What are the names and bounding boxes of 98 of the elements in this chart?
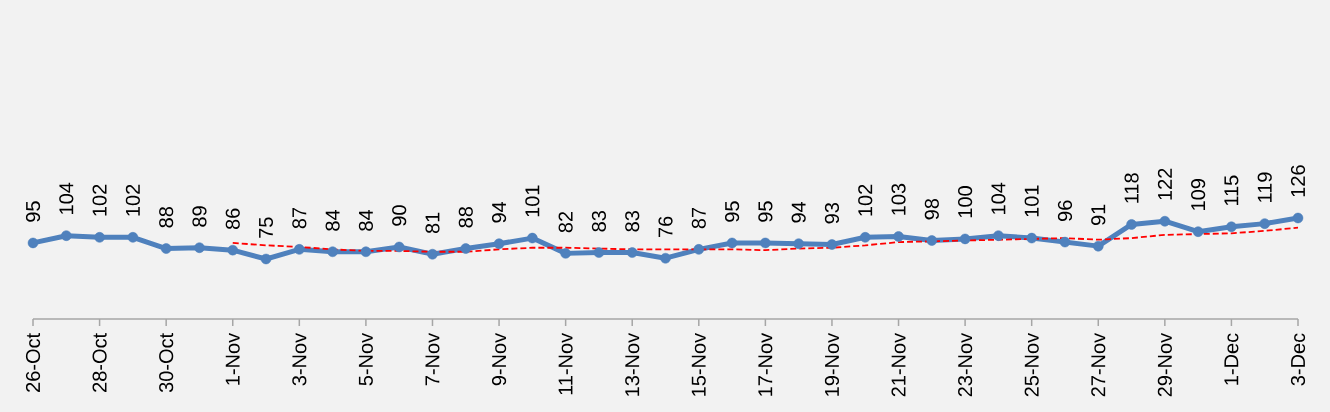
data-label: 91 bbox=[1091, 204, 1106, 225]
point bbox=[1292, 212, 1304, 224]
x-tick-label: 26-Oct bbox=[25, 333, 41, 392]
point bbox=[460, 243, 472, 254]
data-label: 95 bbox=[725, 201, 740, 222]
data-label: 86 bbox=[225, 208, 240, 230]
data-label: 115 bbox=[1224, 175, 1239, 206]
x-tick-label: 21-Nov bbox=[891, 332, 906, 397]
point bbox=[859, 232, 871, 243]
point bbox=[893, 231, 904, 242]
data-label: 104 bbox=[59, 182, 74, 214]
x-tick-label: 13-Nov bbox=[625, 332, 640, 396]
point bbox=[360, 246, 372, 258]
data-label: 103 bbox=[891, 183, 906, 215]
point bbox=[527, 232, 538, 244]
x-tick-label: 11-Nov bbox=[558, 332, 573, 395]
point bbox=[826, 239, 838, 250]
data-label: 118 bbox=[1124, 173, 1139, 203]
x-tick-label: 1-Dec bbox=[1224, 333, 1239, 385]
data-label: 122 bbox=[1157, 168, 1172, 200]
point bbox=[393, 241, 405, 253]
point bbox=[160, 243, 172, 254]
data-label: 84 bbox=[358, 209, 373, 231]
point bbox=[94, 232, 105, 243]
data-label: 102 bbox=[92, 184, 107, 216]
x-tick-label: 27-Nov bbox=[1091, 332, 1106, 397]
x-tick-label: 3-Dec bbox=[1290, 333, 1306, 386]
x-tick-label: 19-Nov bbox=[824, 332, 840, 396]
x-tick-label: 7-Nov bbox=[425, 332, 440, 386]
data-label: 76 bbox=[658, 216, 673, 237]
data-label: 101 bbox=[525, 185, 540, 217]
data-label: 90 bbox=[392, 205, 407, 226]
point bbox=[194, 242, 205, 253]
x-tick-label: 3-Nov bbox=[292, 332, 307, 386]
data-label: 87 bbox=[292, 207, 307, 229]
point bbox=[227, 244, 238, 256]
data-label: 87 bbox=[691, 207, 706, 229]
x-tick-label: 5-Nov bbox=[358, 332, 373, 386]
point bbox=[626, 247, 638, 258]
data-label: 95 bbox=[758, 201, 773, 222]
data-label: 126 bbox=[1290, 165, 1306, 197]
data-label: 94 bbox=[491, 201, 507, 223]
x-tick-label: 28-Oct bbox=[92, 333, 107, 392]
point bbox=[1026, 232, 1037, 244]
point bbox=[61, 230, 72, 241]
point bbox=[726, 237, 738, 249]
data-label: 109 bbox=[1191, 179, 1206, 210]
point bbox=[294, 244, 305, 255]
point bbox=[560, 248, 571, 259]
point bbox=[1159, 215, 1171, 227]
point bbox=[793, 238, 804, 249]
point bbox=[1059, 236, 1071, 248]
data-label: 83 bbox=[625, 211, 640, 232]
data-label: 88 bbox=[458, 206, 473, 228]
data-label: 93 bbox=[824, 202, 840, 224]
x-tick-label: 15-Nov bbox=[691, 332, 706, 396]
point bbox=[427, 248, 438, 260]
data-label: 81 bbox=[425, 212, 440, 234]
point bbox=[327, 246, 338, 258]
point bbox=[1093, 240, 1104, 252]
data-label: 89 bbox=[192, 206, 207, 227]
x-tick-label: 29-Nov bbox=[1157, 332, 1172, 397]
point bbox=[127, 232, 139, 243]
point bbox=[660, 252, 671, 264]
x-tick-label: 23-Nov bbox=[958, 332, 973, 397]
data-label: 102 bbox=[858, 184, 873, 216]
data-label: 104 bbox=[991, 182, 1006, 214]
x-tick-label: 1-Nov bbox=[225, 332, 240, 385]
point bbox=[760, 237, 771, 249]
x-tick-label: 30-Oct bbox=[159, 333, 174, 393]
point bbox=[993, 230, 1004, 241]
point bbox=[1226, 221, 1237, 233]
point bbox=[493, 238, 505, 249]
data-label: 98 bbox=[924, 198, 939, 220]
point bbox=[959, 233, 971, 245]
data-label: 88 bbox=[159, 206, 174, 228]
point bbox=[926, 235, 938, 246]
data-label: 100 bbox=[958, 186, 973, 218]
x-tick-label: 17-Nov bbox=[758, 332, 773, 396]
data-label: 95 bbox=[25, 201, 41, 222]
data-label: 96 bbox=[1057, 200, 1073, 221]
point bbox=[1259, 218, 1270, 229]
data-label: 101 bbox=[1024, 185, 1039, 217]
data-label: 84 bbox=[325, 209, 340, 231]
x-tick-label: 9-Nov bbox=[491, 332, 507, 386]
point bbox=[260, 253, 272, 265]
x-tick-label: 25-Nov bbox=[1024, 332, 1039, 397]
data-label: 102 bbox=[125, 184, 140, 216]
point bbox=[1126, 219, 1137, 230]
data-label: 119 bbox=[1257, 172, 1272, 202]
data-label: 83 bbox=[591, 211, 607, 232]
data-label: 94 bbox=[791, 201, 806, 223]
point bbox=[693, 244, 705, 255]
point bbox=[1192, 226, 1204, 237]
point bbox=[27, 237, 39, 249]
point bbox=[593, 247, 605, 258]
data-label: 75 bbox=[259, 217, 274, 238]
data-label: 82 bbox=[558, 211, 573, 233]
